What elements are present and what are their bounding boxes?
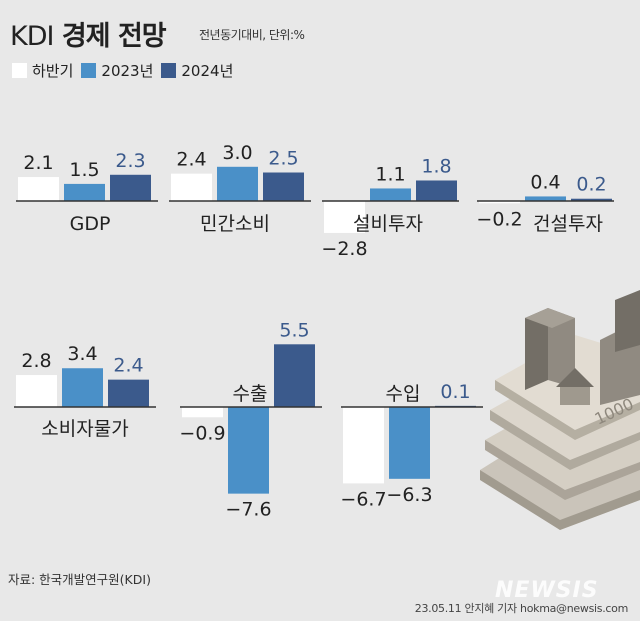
chart-legend: 하반기 2023년 2024년 — [12, 60, 241, 81]
newsis-logo: NEWSIS — [495, 578, 599, 603]
panel-5: 2.8 3.4 2.4 소비자물가 — [14, 343, 156, 440]
category-label-4: 건설투자 — [533, 213, 603, 235]
data-label-6-3: 5.5 — [279, 319, 309, 341]
bar-2-2 — [217, 166, 258, 201]
data-label-4-3: 0.2 — [576, 174, 606, 196]
page-title: KDI 경제 전망 — [10, 14, 167, 53]
category-label-5: 소비자물가 — [41, 418, 128, 440]
category-label-6: 수출 — [233, 383, 268, 405]
legend-swatch-2024 — [161, 63, 177, 78]
bar-3-2 — [370, 188, 411, 201]
bar-7-2 — [389, 407, 430, 479]
bar-6-3 — [274, 344, 315, 407]
panel-7: −6.7 −6.3 0.1 수입 — [340, 381, 483, 510]
bar-5-3 — [108, 379, 149, 407]
data-label-6-2: −7.6 — [225, 499, 271, 521]
bar-5-1 — [16, 375, 57, 407]
bar-7-1 — [343, 407, 384, 484]
data-label-7-3: 0.1 — [440, 381, 470, 403]
data-label-3-1: −2.8 — [321, 238, 367, 260]
bar-5-2 — [62, 368, 103, 407]
category-label-2: 민간소비 — [200, 213, 270, 235]
panel-6: −0.9 −7.6 5.5 수출 — [179, 319, 322, 521]
bar-2-3 — [263, 172, 304, 201]
legend-swatch-h2 — [12, 63, 27, 78]
panel-3: −2.8 1.1 1.8 설비투자 — [321, 155, 459, 260]
source-note: 자료: 한국개발연구원(KDI) — [8, 572, 151, 587]
data-label-1-3: 2.3 — [115, 150, 145, 172]
panel-4: −0.2 0.4 0.2 건설투자 — [476, 171, 614, 235]
data-label-5-1: 2.8 — [21, 350, 51, 372]
category-label-7: 수입 — [386, 383, 421, 405]
bar-4-1 — [479, 201, 520, 204]
legend-label-2023: 2023년 — [101, 62, 154, 80]
legend-item-h2: 하반기 — [12, 60, 73, 81]
data-label-7-2: −6.3 — [386, 484, 432, 506]
bar-6-1 — [182, 407, 223, 418]
legend-label-h2: 하반기 — [32, 62, 74, 80]
legend-item-2024: 2024년 — [161, 60, 233, 81]
data-label-7-1: −6.7 — [340, 488, 386, 510]
data-label-5-3: 2.4 — [113, 355, 143, 377]
legend-swatch-2023 — [81, 63, 97, 78]
bar-3-3 — [416, 180, 457, 201]
category-label-1: GDP — [70, 213, 111, 235]
panel-1: 2.1 1.5 2.3 GDP — [16, 150, 158, 235]
bar-6-2 — [228, 407, 269, 494]
data-label-5-2: 3.4 — [67, 343, 97, 365]
data-label-2-1: 2.4 — [176, 149, 206, 171]
legend-item-2023: 2023년 — [81, 60, 153, 81]
data-label-3-3: 1.8 — [421, 155, 451, 177]
data-label-2-3: 2.5 — [268, 148, 298, 170]
data-label-1-1: 2.1 — [23, 152, 53, 174]
panel-2: 2.4 3.0 2.5 민간소비 — [169, 142, 311, 235]
title-main-text: 경제 전망 — [61, 21, 167, 52]
legend-label-2024: 2024년 — [181, 62, 234, 80]
data-label-3-2: 1.1 — [375, 163, 405, 185]
bar-2-1 — [171, 173, 212, 201]
unit-subtitle: 전년동기대비, 단위:% — [199, 28, 305, 42]
credit-line: 23.05.11 안지혜 기자 hokma@newsis.com — [414, 602, 629, 615]
data-label-1-2: 1.5 — [69, 159, 99, 181]
data-label-2-2: 3.0 — [222, 142, 252, 164]
title-prefix: KDI — [10, 21, 54, 52]
bar-4-2 — [525, 196, 566, 201]
data-label-4-1: −0.2 — [476, 208, 522, 230]
data-label-6-1: −0.9 — [179, 422, 225, 444]
bar-1-3 — [110, 174, 151, 201]
bar-3-1 — [324, 201, 365, 233]
category-label-3: 설비투자 — [353, 213, 423, 235]
bar-4-3 — [571, 198, 612, 201]
bar-1-1 — [18, 177, 59, 201]
bar-1-2 — [64, 183, 105, 201]
data-label-4-2: 0.4 — [530, 171, 560, 193]
